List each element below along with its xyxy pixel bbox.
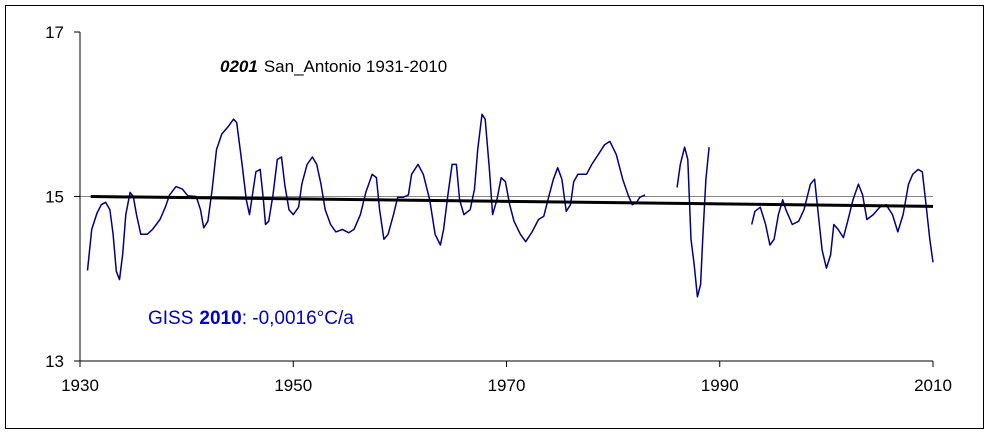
title-code: 0201 (220, 57, 258, 76)
y-tick-label: 17 (45, 23, 64, 42)
chart-frame (5, 5, 984, 429)
x-tick-label: 1950 (274, 376, 312, 395)
trend-line (90, 195, 934, 208)
temperature-line (86, 113, 934, 298)
annotation-rest: : -0,0016°C/a (242, 308, 355, 329)
x-tick-label: 1970 (488, 376, 526, 395)
annotation: GISS 2010: -0,0016°C/a (148, 308, 354, 329)
x-tick-label: 1930 (61, 376, 99, 395)
chart-title: 0201 San_Antonio 1931-2010 (220, 57, 447, 76)
annotation-prefix: GISS (148, 308, 193, 329)
title-text: San_Antonio 1931-2010 (264, 57, 447, 76)
y-tick-label: 15 (45, 188, 64, 207)
x-tick-label: 2010 (914, 376, 952, 395)
x-tick-label: 1990 (701, 376, 739, 395)
y-tick-label: 13 (45, 352, 64, 371)
annotation-year: 2010 (199, 308, 241, 329)
